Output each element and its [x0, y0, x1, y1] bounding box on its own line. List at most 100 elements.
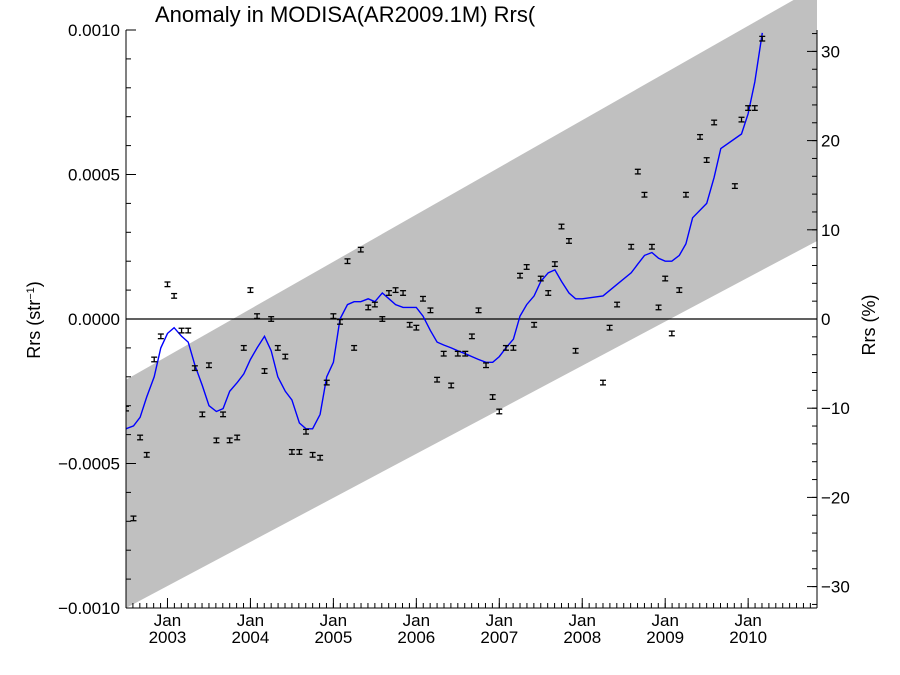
data-point [545, 290, 552, 296]
data-point [634, 168, 641, 175]
data-point [572, 347, 579, 354]
data-point [628, 243, 635, 250]
data-point [303, 428, 310, 435]
data-point [274, 344, 281, 351]
data-point [434, 376, 441, 383]
y2-tick-label: 20 [821, 132, 840, 151]
data-point [330, 313, 337, 320]
data-point [351, 344, 358, 351]
y2-tick-label: 10 [821, 221, 840, 240]
data-points [126, 35, 766, 522]
data-point [296, 448, 303, 455]
data-point [517, 272, 524, 279]
x-tick-month: Jan [651, 611, 678, 630]
data-point [745, 105, 752, 111]
x-tick-month: Jan [569, 611, 596, 630]
data-point [489, 394, 496, 400]
data-point [185, 327, 192, 334]
data-point [419, 295, 426, 302]
data-point [357, 246, 364, 253]
right-axis-ticks: −30 −20 −10 0 10 20 30 [807, 33, 850, 605]
y2-tick-label: 0 [821, 310, 830, 329]
data-point [448, 382, 455, 389]
x-tick-year: 2007 [480, 628, 518, 647]
uncertainty-band [126, 0, 817, 608]
data-point [655, 304, 662, 311]
left-axis-ticks: −0.0010 −0.0005 0.0000 0.0005 0.0010 [58, 21, 136, 618]
data-point [731, 183, 738, 190]
data-point [226, 437, 233, 444]
data-point [440, 350, 447, 357]
x-tick-month: Jan [237, 611, 264, 630]
data-point [565, 238, 572, 244]
data-point [344, 258, 351, 265]
y-tick-label: 0.0005 [68, 166, 120, 185]
data-point [537, 275, 544, 282]
data-point [126, 405, 129, 412]
data-point [309, 451, 316, 458]
data-point [641, 191, 648, 198]
data-point [668, 330, 675, 337]
data-point [427, 307, 434, 314]
data-point [406, 321, 413, 328]
data-point [199, 411, 206, 418]
data-point [751, 105, 758, 111]
y-tick-label: 0.0010 [68, 21, 120, 40]
data-point [551, 261, 558, 268]
data-point [454, 350, 461, 357]
data-point [483, 362, 490, 369]
data-point [288, 448, 295, 455]
data-point [371, 301, 378, 308]
x-tick-month: Jan [154, 611, 181, 630]
data-point [697, 133, 704, 140]
data-point [143, 451, 150, 458]
data-point [268, 316, 275, 322]
data-point [682, 191, 689, 198]
bottom-axis-ticks: Jan2003Jan2004Jan2005Jan2006Jan2007Jan20… [125, 598, 811, 647]
data-point [247, 287, 254, 294]
data-point [213, 437, 220, 444]
data-point [130, 515, 137, 522]
left-axis-title: Rrs (str−1) [24, 281, 44, 359]
data-point [317, 454, 324, 461]
x-tick-month: Jan [486, 611, 513, 630]
data-point [523, 264, 530, 270]
data-point [738, 116, 745, 123]
y-tick-label: 0.0000 [68, 310, 120, 329]
data-point [240, 344, 247, 351]
data-point [400, 290, 407, 296]
data-point [558, 223, 565, 230]
smoothed-anomaly-line [126, 32, 763, 430]
data-point [365, 304, 372, 311]
data-point [323, 379, 330, 386]
y2-tick-label: 30 [821, 42, 840, 61]
data-point [205, 362, 212, 369]
data-point [282, 353, 289, 360]
x-tick-month: Jan [734, 611, 761, 630]
data-point [468, 333, 475, 340]
x-tick-month: Jan [403, 611, 430, 630]
y-tick-label: −0.0010 [58, 599, 120, 618]
data-point [703, 157, 710, 164]
data-point [676, 287, 683, 294]
x-tick-year: 2005 [314, 628, 352, 647]
data-point [191, 365, 198, 372]
x-tick-year: 2003 [149, 628, 187, 647]
y2-tick-label: −20 [821, 488, 850, 507]
data-point [531, 321, 538, 328]
data-point [599, 379, 606, 386]
data-point [648, 243, 655, 250]
data-point [475, 307, 482, 314]
y-tick-label: −0.0005 [58, 455, 120, 474]
data-point [759, 35, 766, 42]
data-point [220, 411, 227, 418]
data-point [178, 327, 185, 334]
x-tick-month: Jan [320, 611, 347, 630]
chart-title: Anomaly in MODISA(AR2009.1M) Rrs( [155, 2, 536, 27]
y2-tick-label: −30 [821, 578, 850, 597]
data-point [392, 287, 399, 294]
data-point [137, 434, 144, 441]
data-point [711, 119, 718, 126]
y2-tick-label: −10 [821, 399, 850, 418]
